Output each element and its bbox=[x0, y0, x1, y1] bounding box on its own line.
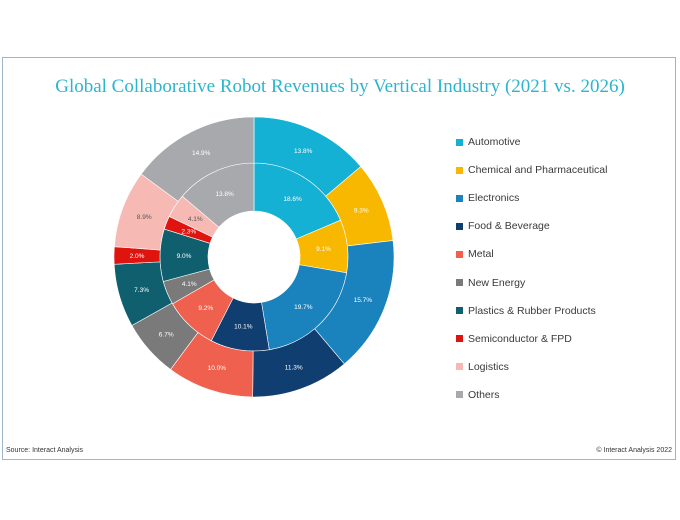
outer-ring-label: 13.8% bbox=[294, 148, 313, 155]
legend-swatch bbox=[456, 391, 463, 399]
outer-ring-label: 2.0% bbox=[130, 253, 145, 260]
legend-swatch bbox=[456, 307, 463, 315]
legend-item: Metal bbox=[456, 240, 671, 268]
legend-label: Automotive bbox=[468, 136, 521, 149]
legend-item: Logistics bbox=[456, 353, 671, 381]
inner-ring-label: 9.0% bbox=[177, 253, 192, 260]
legend-item: Electronics bbox=[456, 184, 671, 212]
legend-swatch bbox=[456, 222, 463, 230]
legend-swatch bbox=[456, 194, 463, 202]
outer-ring-label: 15.7% bbox=[354, 297, 373, 304]
legend-swatch bbox=[456, 166, 463, 174]
legend-swatch bbox=[456, 250, 463, 258]
copyright-note: © Interact Analysis 2022 bbox=[596, 447, 672, 454]
source-note: Source: Interact Analysis bbox=[6, 447, 84, 454]
legend-item: Semiconductor & FPD bbox=[456, 325, 671, 353]
legend-label: Metal bbox=[468, 248, 494, 261]
legend-label: Electronics bbox=[468, 192, 520, 205]
legend-item: Others bbox=[456, 381, 671, 409]
inner-ring-label: 9.2% bbox=[198, 305, 213, 312]
inner-ring-label: 19.7% bbox=[294, 304, 313, 311]
legend-swatch bbox=[456, 279, 463, 287]
legend-item: Chemical and Pharmaceutical bbox=[456, 156, 671, 184]
inner-ring-label: 9.1% bbox=[316, 246, 331, 253]
legend-label: Semiconductor & FPD bbox=[468, 332, 572, 345]
outer-ring-label: 9.3% bbox=[354, 208, 369, 215]
legend-swatch bbox=[456, 335, 463, 343]
chart-title: Global Collaborative Robot Revenues by V… bbox=[55, 76, 625, 97]
outer-ring-label: 6.7% bbox=[159, 332, 174, 339]
legend-item: Food & Beverage bbox=[456, 212, 671, 240]
inner-ring-label: 4.1% bbox=[182, 281, 197, 288]
legend-item: Plastics & Rubber Products bbox=[456, 297, 671, 325]
outer-ring-label: 8.9% bbox=[137, 214, 152, 221]
inner-ring-label: 2.3% bbox=[181, 229, 196, 236]
legend-swatch bbox=[456, 363, 463, 371]
legend-label: Chemical and Pharmaceutical bbox=[468, 164, 608, 177]
legend-label: New Energy bbox=[468, 276, 526, 289]
legend-label: Others bbox=[468, 388, 500, 401]
chart-legend: Automotive Chemical and Pharmaceutical Ele… bbox=[456, 128, 671, 409]
inner-ring-label: 4.1% bbox=[188, 216, 203, 223]
outer-ring-label: 10.0% bbox=[208, 365, 227, 372]
outer-ring-label: 11.3% bbox=[285, 364, 303, 371]
legend-label: Food & Beverage bbox=[468, 220, 550, 233]
donut-rings: 18.6% 9.1% 19.7% 10.1% 9.2% 4.1% 9.0% 2.3% 4.1% 1… bbox=[113, 116, 395, 398]
outer-ring-label: 14.9% bbox=[192, 150, 211, 157]
legend-item: New Energy bbox=[456, 268, 671, 296]
inner-ring-label: 13.8% bbox=[215, 191, 234, 198]
outer-ring-slice bbox=[140, 116, 255, 202]
legend-label: Logistics bbox=[468, 360, 509, 373]
inner-ring-label: 10.1% bbox=[234, 324, 253, 331]
inner-ring-label: 18.6% bbox=[283, 196, 302, 203]
legend-swatch bbox=[456, 138, 463, 146]
legend-item: Automotive bbox=[456, 128, 671, 156]
legend-label: Plastics & Rubber Products bbox=[468, 304, 596, 317]
outer-ring-label: 7.3% bbox=[134, 287, 149, 294]
